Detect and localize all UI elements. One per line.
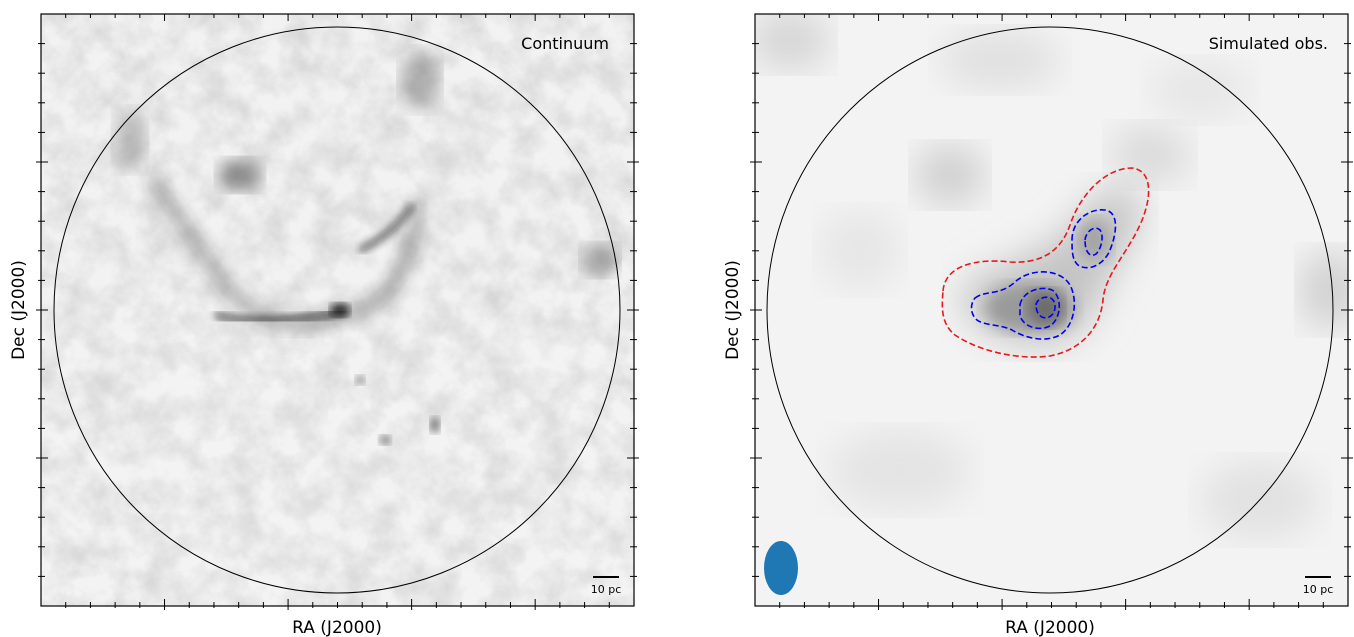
contours [941, 167, 1150, 358]
contour-inner [1019, 287, 1061, 330]
scale-bar-label: 10 pc [1303, 583, 1334, 596]
panel-simulated-obs: 10 pc Simulated obs. RA (J2000) Dec (J20… [723, 13, 1353, 637]
panel-continuum: 10 pc Continuum RA (J2000) Dec (J2000) [9, 13, 639, 637]
y-axis-title: Dec (J2000) [723, 260, 743, 360]
contour-inner-core [1035, 296, 1056, 319]
x-axis-title: RA (J2000) [292, 618, 382, 637]
contour-mid-north [1071, 209, 1117, 269]
field-of-view-circle [53, 26, 621, 594]
scale-bar-label: 10 pc [591, 583, 622, 596]
contour-inner-north [1084, 227, 1103, 256]
x-axis-title: RA (J2000) [1005, 618, 1095, 637]
panel-label: Simulated obs. [1209, 34, 1328, 53]
y-axis-title: Dec (J2000) [9, 260, 29, 360]
field-of-view-circle [766, 26, 1334, 594]
simulated-image [755, 14, 1348, 606]
axis-ticks [36, 14, 639, 610]
panel-label: Continuum [521, 34, 609, 53]
axis-ticks [750, 14, 1353, 610]
continuum-image [41, 14, 634, 606]
contour-mid [970, 271, 1076, 340]
beam-ellipse [764, 541, 798, 595]
